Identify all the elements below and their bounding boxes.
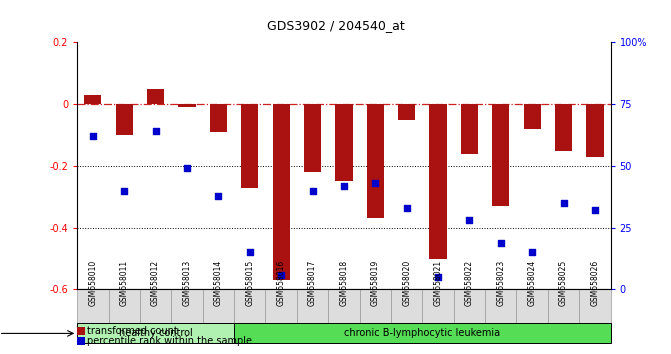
Point <box>307 188 318 194</box>
Bar <box>241 104 258 188</box>
Text: GSM658019: GSM658019 <box>371 260 380 306</box>
Bar <box>115 104 133 135</box>
Point <box>87 133 98 139</box>
Bar <box>461 104 478 154</box>
Bar <box>454 290 485 323</box>
Point <box>401 205 412 211</box>
Text: GSM658025: GSM658025 <box>559 260 568 306</box>
Text: GSM658015: GSM658015 <box>245 260 254 306</box>
Text: GSM658024: GSM658024 <box>527 260 537 306</box>
Bar <box>266 290 297 323</box>
Point <box>182 166 193 171</box>
Text: healthy control: healthy control <box>119 329 193 338</box>
Bar <box>272 104 290 280</box>
Bar <box>178 104 196 107</box>
Bar <box>234 290 266 323</box>
Text: GSM658021: GSM658021 <box>433 260 443 306</box>
Text: GSM658026: GSM658026 <box>590 260 599 306</box>
Point <box>590 207 601 213</box>
Bar <box>147 89 164 104</box>
Point <box>244 250 255 255</box>
Text: GSM658012: GSM658012 <box>151 260 160 306</box>
Bar <box>586 104 603 157</box>
Bar <box>391 290 422 323</box>
Point <box>527 250 537 255</box>
Bar <box>210 104 227 132</box>
Bar <box>523 104 541 129</box>
Text: GSM658011: GSM658011 <box>119 260 129 306</box>
Bar <box>234 324 611 343</box>
Text: GSM658013: GSM658013 <box>183 260 191 306</box>
Point <box>558 200 569 206</box>
Point <box>150 129 161 134</box>
Bar <box>140 290 171 323</box>
Bar <box>429 104 447 259</box>
Bar <box>422 290 454 323</box>
Bar <box>77 324 234 343</box>
Bar <box>555 104 572 150</box>
Point <box>495 240 506 245</box>
Bar <box>203 290 234 323</box>
Bar <box>517 290 548 323</box>
Text: GSM658010: GSM658010 <box>89 260 97 306</box>
Bar <box>548 290 579 323</box>
Point <box>370 181 380 186</box>
Text: GSM658020: GSM658020 <box>402 260 411 306</box>
Bar <box>579 290 611 323</box>
Text: GSM658023: GSM658023 <box>497 260 505 306</box>
Bar <box>366 104 384 218</box>
Bar <box>360 290 391 323</box>
Bar <box>492 104 509 206</box>
Point <box>119 188 130 194</box>
Bar <box>336 104 352 181</box>
Text: GSM658016: GSM658016 <box>276 260 286 306</box>
Point <box>339 183 350 189</box>
Bar <box>297 290 328 323</box>
Point <box>464 217 475 223</box>
Bar <box>328 290 360 323</box>
Text: GSM658014: GSM658014 <box>214 260 223 306</box>
Text: transformed count: transformed count <box>87 326 178 336</box>
Bar <box>398 104 415 120</box>
Bar <box>485 290 517 323</box>
Point <box>433 274 444 280</box>
Point <box>213 193 223 199</box>
Bar <box>85 95 101 104</box>
Text: percentile rank within the sample: percentile rank within the sample <box>87 336 252 346</box>
Text: GSM658018: GSM658018 <box>340 260 348 306</box>
Bar <box>109 290 140 323</box>
Bar <box>77 290 109 323</box>
Bar <box>171 290 203 323</box>
Bar <box>304 104 321 172</box>
Text: GSM658022: GSM658022 <box>465 260 474 306</box>
Text: GDS3902 / 204540_at: GDS3902 / 204540_at <box>266 19 405 32</box>
Point <box>276 272 287 278</box>
Text: GSM658017: GSM658017 <box>308 260 317 306</box>
Text: chronic B-lymphocytic leukemia: chronic B-lymphocytic leukemia <box>344 329 501 338</box>
